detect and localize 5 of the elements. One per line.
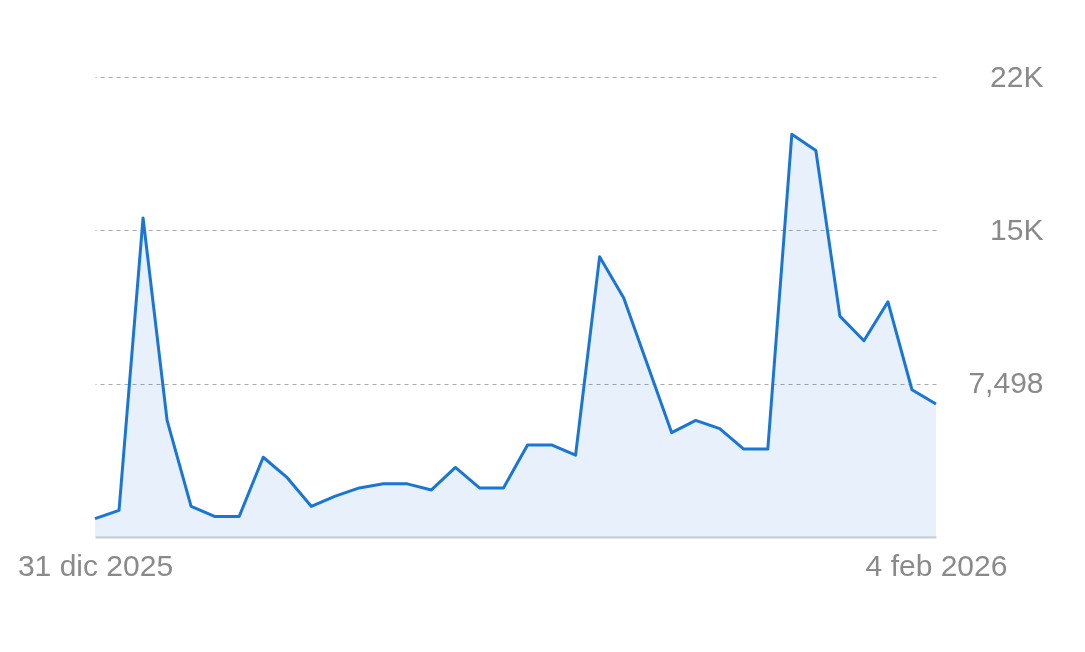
y-tick-label: 7,498 bbox=[968, 366, 1044, 400]
y-tick-label: 22K bbox=[990, 59, 1044, 93]
y-tick-label: 15K bbox=[990, 212, 1044, 246]
x-tick-label: 31 dic 2025 bbox=[17, 548, 174, 582]
x-tick-label: 4 feb 2026 bbox=[865, 548, 1008, 582]
